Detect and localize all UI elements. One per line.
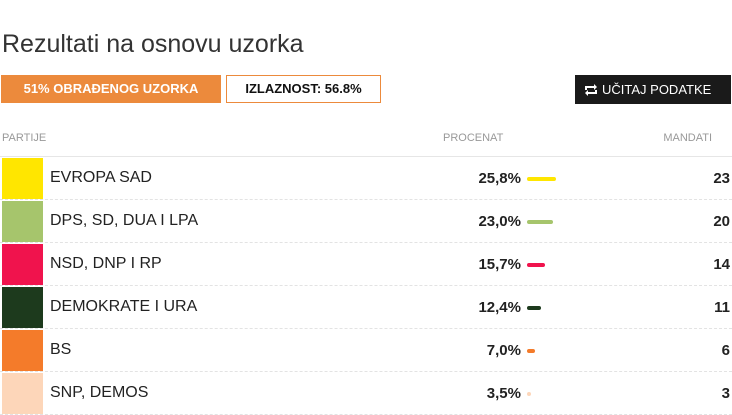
party-name: DEMOKRATE I URA	[50, 298, 198, 315]
party-row: DPS, SD, DUA I LPA 23,0% 20	[0, 200, 732, 243]
seats: 20	[713, 213, 730, 230]
party-row: NSD, DNP I RP 15,7% 14	[0, 243, 732, 286]
percent-bar	[527, 177, 557, 181]
party-name: EVROPA SAD	[50, 169, 152, 186]
processed-badge: 51% OBRAĐENOG UZORKA	[1, 75, 221, 103]
seats: 11	[714, 299, 730, 316]
percent-bar	[527, 392, 531, 396]
percent-bar	[527, 306, 541, 310]
party-name: DPS, SD, DUA I LPA	[50, 212, 199, 229]
percent-label: 23,0%	[478, 213, 521, 230]
seats: 14	[713, 256, 730, 273]
page-title: Rezultati na osnovu uzorka	[2, 30, 304, 58]
party-row: BS 7,0% 6	[0, 329, 732, 372]
party-name: NSD, DNP I RP	[50, 255, 162, 272]
party-row: EVROPA SAD 25,8% 23	[0, 157, 732, 200]
turnout-badge: IZLAZNOST: 56.8%	[226, 75, 381, 103]
party-swatch	[2, 244, 43, 285]
column-header: MANDATI	[663, 132, 712, 144]
percent-label: 15,7%	[478, 256, 521, 273]
seats: 23	[713, 170, 730, 187]
header-divider	[0, 156, 732, 157]
party-swatch	[2, 158, 43, 199]
refresh-icon	[585, 84, 597, 96]
column-header: PROCENAT	[443, 132, 504, 144]
load-button[interactable]: UČITAJ PODATKE	[575, 75, 731, 104]
column-header: PARTIJE	[2, 132, 47, 144]
seats: 6	[721, 342, 730, 359]
percent-label: 12,4%	[478, 299, 521, 316]
load-button-label: UČITAJ PODATKE	[602, 82, 712, 97]
party-row: SNP, DEMOS 3,5% 3	[0, 372, 732, 415]
party-swatch	[2, 287, 43, 328]
party-row: DEMOKRATE I URA 12,4% 11	[0, 286, 732, 329]
percent-label: 3,5%	[486, 385, 521, 402]
seats: 3	[721, 385, 730, 402]
party-name: BS	[50, 341, 72, 358]
party-swatch	[2, 330, 43, 371]
percent-bar	[527, 220, 553, 224]
percent-label: 25,8%	[478, 170, 521, 187]
percent-label: 7,0%	[486, 342, 521, 359]
percent-bar	[527, 263, 545, 267]
party-swatch	[2, 373, 43, 414]
party-swatch	[2, 201, 43, 242]
percent-bar	[527, 349, 535, 353]
party-name: SNP, DEMOS	[50, 384, 149, 401]
